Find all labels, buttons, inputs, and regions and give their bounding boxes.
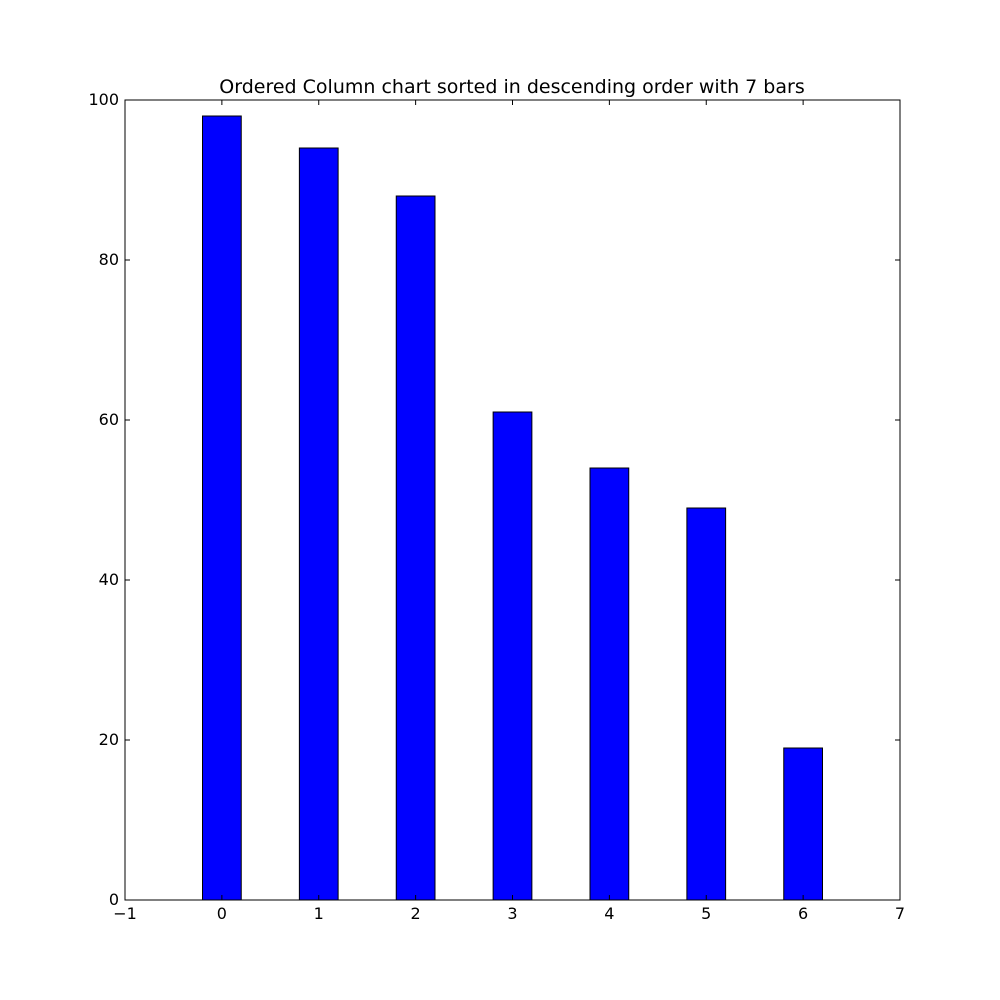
x-tick-label: 2 — [411, 904, 421, 923]
y-tick-label: 60 — [99, 410, 119, 429]
bar-2 — [395, 195, 436, 901]
x-tick-label: 6 — [798, 904, 808, 923]
x-tick-label: 0 — [217, 904, 227, 923]
bar-0 — [202, 115, 242, 901]
y-tick-label: 0 — [109, 890, 119, 909]
x-tick-label: −1 — [113, 904, 137, 923]
bar-1 — [298, 147, 339, 901]
plot-area-frame — [124, 99, 901, 901]
x-tick-label: 1 — [314, 904, 324, 923]
x-tick-label: 4 — [604, 904, 614, 923]
bars-layer — [202, 115, 823, 901]
y-tick-label: 80 — [99, 250, 119, 269]
bar-4 — [589, 467, 630, 901]
bar-3 — [492, 411, 533, 901]
x-tick-label: 7 — [895, 904, 905, 923]
bar-5 — [686, 507, 727, 901]
x-tick-label: 5 — [701, 904, 711, 923]
y-tick-label: 20 — [99, 730, 119, 749]
chart-title: Ordered Column chart sorted in descendin… — [219, 76, 804, 98]
bar-6 — [783, 747, 823, 901]
x-tick-label: 3 — [507, 904, 517, 923]
y-tick-label: 100 — [88, 90, 119, 109]
y-tick-label: 40 — [99, 570, 119, 589]
